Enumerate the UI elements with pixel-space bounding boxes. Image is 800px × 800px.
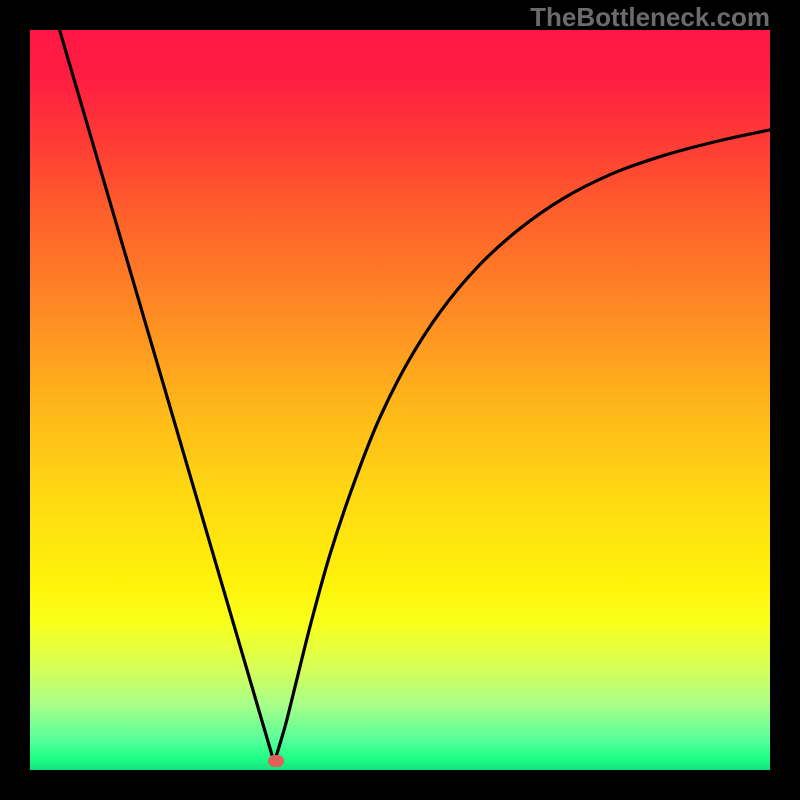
optimal-point-marker [268, 755, 284, 767]
watermark-text: TheBottleneck.com [530, 2, 770, 33]
gradient-background [30, 30, 770, 770]
gradient-and-curve [30, 30, 770, 770]
plot-area [30, 30, 770, 770]
